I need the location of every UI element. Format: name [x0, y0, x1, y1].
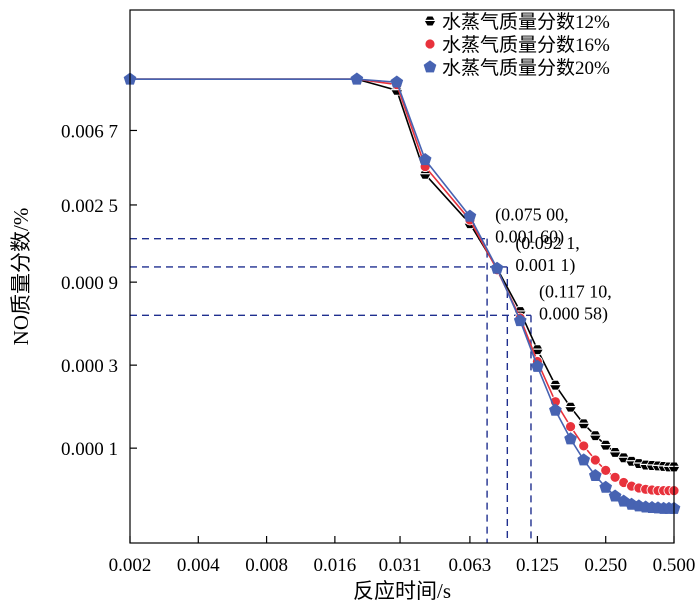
- data-point: [589, 454, 601, 466]
- x-tick-label: 0.125: [516, 555, 559, 576]
- data-point: [564, 432, 577, 445]
- data-point: [578, 440, 590, 452]
- annotation-line: 0.000 58): [539, 303, 608, 324]
- plot-frame: [129, 9, 675, 544]
- y-tick-label: 0.006 7: [61, 121, 118, 142]
- data-point: [418, 153, 432, 166]
- annotation-label: (0.075 00, 0.001 60): [495, 205, 569, 248]
- annotation-line: (0.075 00,: [495, 205, 569, 226]
- reference-lines: [130, 237, 532, 543]
- legend-label: 水蒸气质量分数20%: [442, 57, 610, 79]
- x-tick-label: 0.002: [109, 555, 152, 576]
- annotations: (0.075 00, 0.001 60)(0.092 1, 0.001 1) (0.1…: [495, 205, 612, 325]
- data-point: [588, 468, 602, 482]
- x-tick-label: 0.016: [314, 555, 357, 576]
- y-tick-label: 0.000 3: [61, 356, 118, 377]
- legend-item: 水蒸气质量分数16%: [424, 34, 610, 56]
- legend-item: 水蒸气质量分数12%: [423, 11, 610, 33]
- series-hexagon: [123, 73, 681, 473]
- x-tick-label: 0.500: [653, 555, 696, 576]
- data-point: [549, 379, 562, 391]
- y-axis-title: NO质量分数/%: [9, 208, 33, 346]
- data-point: [513, 314, 527, 327]
- data-point: [600, 464, 612, 476]
- series-circle: [124, 73, 680, 497]
- legend-label: 水蒸气质量分数16%: [442, 34, 610, 56]
- x-tick-label: 0.063: [449, 555, 492, 576]
- data-point: [490, 261, 504, 274]
- data-point: [608, 489, 622, 502]
- x-tick-label: 0.250: [584, 555, 627, 576]
- series-group: [123, 72, 681, 514]
- annotation-line: 0.001 60): [495, 227, 564, 248]
- data-point: [390, 75, 404, 88]
- x-tick-label: 0.031: [379, 555, 422, 576]
- x-tick-label: 0.008: [245, 555, 288, 576]
- data-point: [549, 403, 562, 416]
- legend: 水蒸气质量分数12%水蒸气质量分数16%水蒸气质量分数20%: [423, 11, 610, 79]
- x-tick-label: 0.004: [177, 555, 220, 576]
- y-tick-label: 0.000 1: [61, 439, 118, 460]
- data-point: [463, 209, 477, 222]
- annotation-label: (0.117 10, 0.000 58): [539, 281, 612, 324]
- data-point: [531, 359, 544, 372]
- annotation-line: 0.001 1): [515, 255, 575, 276]
- series-pentagon: [123, 72, 681, 514]
- axes: 0.002 0.004 0.008 0.016 0.031 0.063 0.125 0.250…: [61, 121, 695, 576]
- data-point: [424, 38, 436, 50]
- legend-item: 水蒸气质量分数20%: [423, 57, 610, 79]
- annotation-line: (0.092 1,: [515, 233, 580, 254]
- data-point: [577, 453, 591, 466]
- data-point: [350, 72, 364, 85]
- y-tick-label: 0.000 9: [61, 273, 118, 294]
- legend-label: 水蒸气质量分数12%: [442, 11, 610, 33]
- x-axis-title: 反应时间/s: [353, 579, 451, 603]
- annotation-line: (0.117 10,: [539, 281, 612, 302]
- data-point: [565, 421, 576, 433]
- data-point: [599, 480, 613, 493]
- data-point: [609, 471, 621, 483]
- data-point: [423, 60, 437, 73]
- y-tick-label: 0.002 5: [61, 196, 118, 217]
- series-line: [130, 78, 674, 468]
- annotation-label: (0.092 1, 0.001 1): [515, 233, 580, 276]
